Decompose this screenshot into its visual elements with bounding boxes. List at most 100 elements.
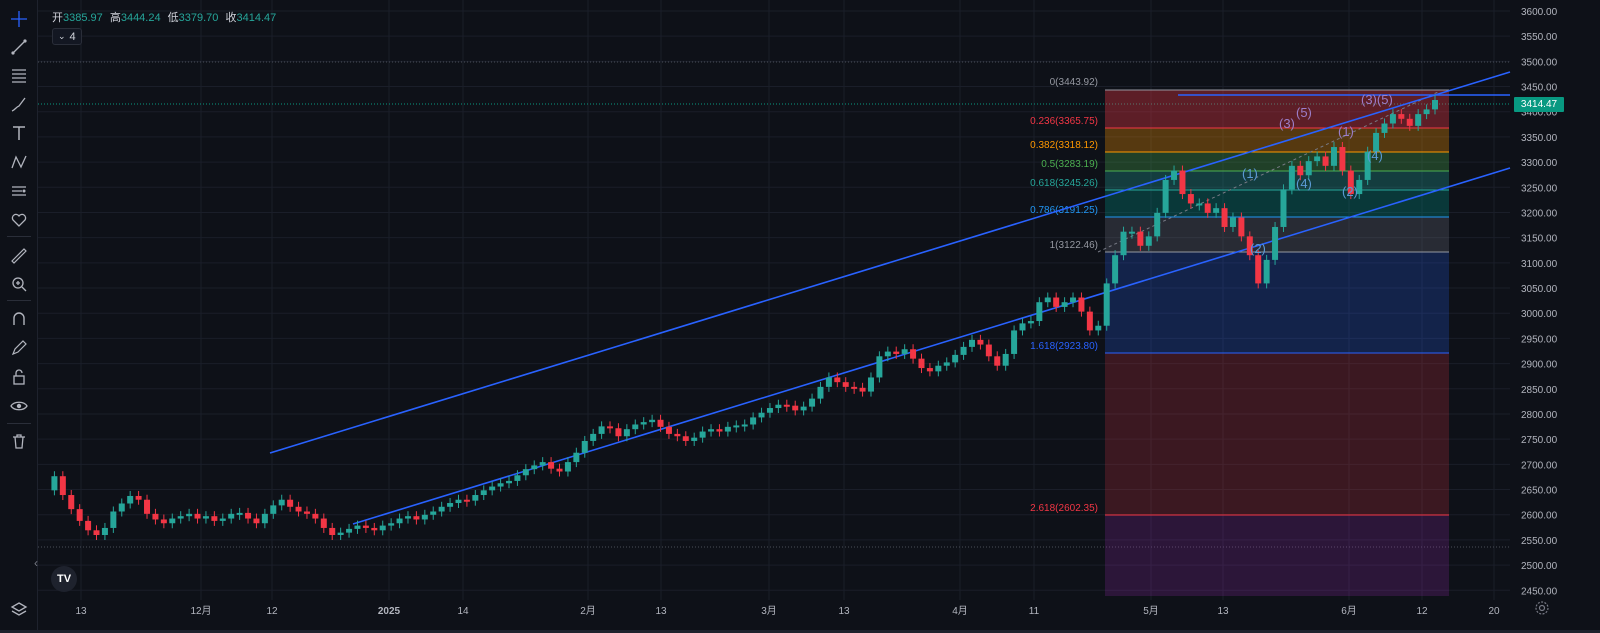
candle-body: [1179, 170, 1186, 195]
forecast-icon[interactable]: [8, 180, 30, 202]
candle-body: [135, 495, 142, 500]
lock-icon[interactable]: [8, 366, 30, 388]
low-label: 低: [167, 12, 179, 24]
candle-body: [531, 465, 538, 470]
candle-body: [337, 532, 344, 535]
trend-line-icon[interactable]: [8, 36, 30, 58]
candle-body: [1171, 170, 1178, 180]
candle-body: [480, 490, 487, 496]
candle-body: [977, 339, 984, 345]
candle-body: [825, 377, 832, 387]
text-tool-icon[interactable]: [8, 122, 30, 144]
candle-body: [295, 506, 302, 512]
price-tick-label: 2650.00: [1521, 486, 1558, 497]
candle-body: [169, 518, 176, 524]
candle-body: [144, 499, 151, 514]
fib-zone: [1105, 128, 1449, 152]
channel-lower-line: [352, 167, 1511, 525]
trash-icon[interactable]: [8, 430, 30, 452]
candle-body: [1423, 109, 1430, 115]
candle-body: [202, 516, 209, 519]
magnet-icon[interactable]: [8, 308, 30, 330]
time-tick-label: 14: [457, 606, 469, 617]
fib-level-label: 2.618(2602.35): [1030, 503, 1098, 514]
price-tick-label: 2550.00: [1521, 536, 1558, 547]
candle-body: [236, 512, 243, 515]
ruler-icon[interactable]: [8, 245, 30, 267]
price-tick-label: 2900.00: [1521, 360, 1558, 371]
candle-body: [362, 525, 369, 528]
candle-body: [1011, 330, 1018, 354]
price-tick-label: 3500.00: [1521, 57, 1558, 68]
candle-body: [278, 499, 285, 506]
price-tick-label: 2500.00: [1521, 561, 1558, 572]
candle-body: [1229, 217, 1236, 227]
indicator-toggle-button[interactable]: ⌄ 4: [52, 28, 82, 45]
candle-body: [421, 514, 428, 520]
candle-body: [1204, 203, 1211, 213]
candle-body: [287, 499, 294, 507]
price-tick-label: 3300.00: [1521, 158, 1558, 169]
candle-body: [1061, 302, 1068, 307]
chevron-left-icon[interactable]: ‹: [34, 556, 38, 570]
indicator-count: 4: [69, 30, 76, 43]
candle-body: [1339, 147, 1346, 171]
candle-body: [522, 469, 529, 476]
open-label: 开: [52, 12, 63, 24]
candle-body: [447, 503, 454, 507]
candle-body: [884, 351, 891, 357]
candle-body: [708, 429, 715, 432]
chart-area[interactable]: 3600.00 3550.00 3500.00 3450.00 3400.00 3350.…: [34, 0, 1600, 633]
candle-body: [219, 518, 226, 521]
candle-body: [1086, 311, 1093, 331]
candle-body: [649, 419, 656, 423]
price-tick-label: 3250.00: [1521, 183, 1558, 194]
pattern-icon[interactable]: [8, 151, 30, 173]
candle-body: [1137, 231, 1144, 246]
candle-body: [497, 483, 504, 487]
fib-zone: [1105, 252, 1449, 353]
elliott-wave-label: (2): [1250, 241, 1266, 256]
candle-body: [110, 511, 117, 528]
candle-body: [1288, 165, 1295, 190]
pencil-lock-icon[interactable]: [8, 337, 30, 359]
candle-body: [1070, 297, 1077, 303]
time-tick-label: 13: [75, 606, 87, 617]
candle-body: [346, 528, 353, 533]
zoom-icon[interactable]: [8, 273, 30, 295]
price-tick-label: 2750.00: [1521, 435, 1558, 446]
gear-icon[interactable]: [1534, 600, 1550, 616]
candle-body: [76, 509, 83, 521]
candle-body: [1280, 189, 1287, 227]
candle-body: [623, 429, 630, 437]
high-label: 高: [109, 12, 121, 24]
candle-body: [51, 476, 58, 491]
eye-icon[interactable]: [8, 395, 30, 417]
candle-body: [514, 475, 521, 481]
crosshair-icon[interactable]: [8, 8, 30, 30]
candle-body: [665, 426, 672, 434]
candle-body: [228, 513, 235, 519]
elliott-wave-label: (4): [1296, 176, 1312, 191]
heart-icon[interactable]: [8, 209, 30, 231]
time-tick-label: 4月: [952, 605, 968, 617]
candle-body: [186, 513, 193, 517]
candle-body: [573, 452, 580, 463]
candle-body: [253, 518, 260, 524]
fib-zone: [1105, 152, 1449, 171]
tradingview-logo[interactable]: TV: [51, 566, 77, 592]
candle-body: [1187, 194, 1194, 204]
price-chart[interactable]: 3600.00 3550.00 3500.00 3450.00 3400.00 3350.…: [38, 0, 1600, 633]
candle-body: [851, 386, 858, 389]
candle-body: [1305, 161, 1312, 176]
candle-body: [724, 426, 731, 432]
candle-body: [548, 462, 555, 469]
candle-body: [388, 523, 395, 526]
candle-body: [817, 386, 824, 399]
candle-body: [1381, 123, 1388, 133]
layers-icon[interactable]: [8, 598, 30, 620]
time-tick-label: 2025: [378, 606, 401, 617]
horizontal-lines-icon[interactable]: [8, 64, 30, 86]
elliott-wave-label: (2): [1342, 184, 1358, 199]
brush-icon[interactable]: [8, 93, 30, 115]
